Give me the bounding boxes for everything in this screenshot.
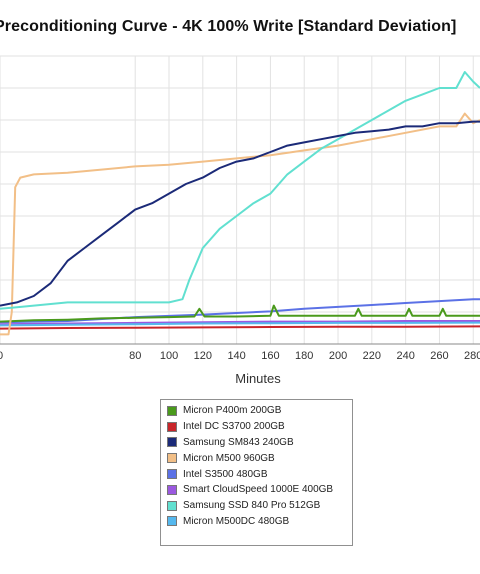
legend-swatch (167, 484, 177, 495)
legend-item: Intel S3500 480GB (167, 466, 352, 482)
x-axis-ticks: 0 80 100 120 140 160 180 200 220 240 260 280 (0, 350, 480, 362)
chart-title: Preconditioning Curve - 4K 100% Write [S… (0, 18, 457, 35)
x-tick-label: 240 (396, 350, 414, 362)
x-tick-label: 120 (194, 350, 212, 362)
legend-label: Samsung SM843 240GB (183, 436, 294, 448)
series-line-micron-p400m-200gb (0, 304, 480, 323)
series-line-intel-dc-s3700-200gb (0, 325, 480, 330)
legend-swatch (167, 421, 177, 432)
legend-swatch (167, 437, 177, 448)
legend: Micron P400m 200GB Intel DC S3700 200GB Sa… (160, 399, 353, 546)
legend-item: Smart CloudSpeed 1000E 400GB (167, 482, 352, 498)
x-tick-label: 100 (160, 350, 178, 362)
legend-swatch (167, 405, 177, 416)
series-lines (0, 71, 480, 336)
x-tick-label: 180 (295, 350, 313, 362)
series-line-micron-m500-960gb (0, 112, 480, 336)
legend-item: Samsung SM843 240GB (167, 435, 352, 451)
legend-label: Smart CloudSpeed 1000E 400GB (183, 484, 334, 496)
legend-label: Samsung SSD 840 Pro 512GB (183, 500, 321, 512)
x-tick-label: 80 (129, 350, 141, 362)
x-tick-label: 220 (363, 350, 381, 362)
legend-label: Micron P400m 200GB (183, 405, 282, 417)
x-tick-label: 0 (0, 350, 3, 362)
series-line-samsung-ssd-840-pro-512gb (0, 71, 480, 310)
legend-item: Micron M500 960GB (167, 450, 352, 466)
legend-item: Micron P400m 200GB (167, 403, 352, 419)
x-tick-label: 140 (227, 350, 245, 362)
x-axis-label: Minutes (235, 371, 281, 386)
x-tick-label: 260 (430, 350, 448, 362)
x-tick-label: 280 (464, 350, 480, 362)
legend-swatch (167, 453, 177, 464)
legend-label: Intel S3500 480GB (183, 468, 268, 480)
legend-item: Samsung SSD 840 Pro 512GB (167, 498, 352, 514)
legend-label: Intel DC S3700 200GB (183, 421, 285, 433)
legend-swatch (167, 500, 177, 511)
legend-swatch (167, 516, 177, 527)
legend-label: Micron M500DC 480GB (183, 515, 290, 527)
legend-item: Intel DC S3700 200GB (167, 419, 352, 435)
series-line-micron-m500dc-480gb (0, 321, 480, 327)
series-line-samsung-sm843-240gb (0, 120, 480, 307)
series-line-smart-cloudspeed-1000e-400gb (0, 320, 480, 326)
x-tick-label: 200 (329, 350, 347, 362)
legend-swatch (167, 469, 177, 480)
legend-label: Micron M500 960GB (183, 452, 275, 464)
legend-item: Micron M500DC 480GB (167, 514, 352, 530)
x-tick-label: 160 (261, 350, 279, 362)
grid (0, 55, 480, 345)
